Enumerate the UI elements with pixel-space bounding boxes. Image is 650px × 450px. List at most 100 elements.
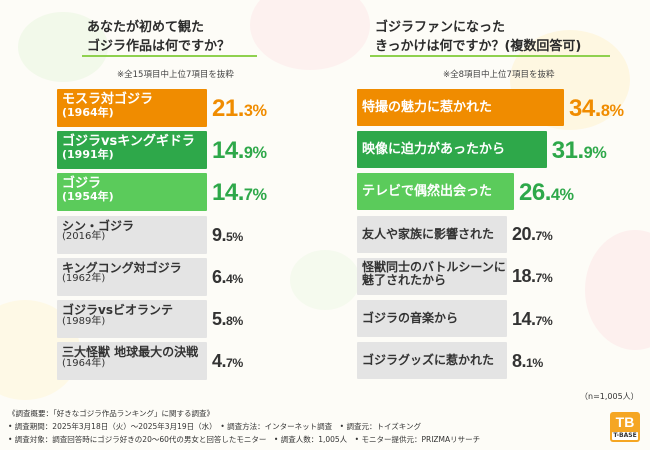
right-bar-label-line: ゴジラの音楽から <box>362 311 459 325</box>
left-bar-7 <box>57 342 207 381</box>
right-panel: ゴジラファンになった きっかけは何ですか？(複数回答可) ※全8項目中上位7項目… <box>370 20 639 401</box>
left-value-4: 9.5% <box>212 225 243 246</box>
value-integer-part: 34. <box>569 94 601 122</box>
left-value-6: 5.8% <box>212 309 243 330</box>
value-decimal-part: 7% <box>535 271 553 286</box>
left-note: ※全15項目中上位7項目を抜粋 <box>117 70 234 80</box>
left-title-underline <box>82 55 257 57</box>
footer-line1: 《調査概要：「好きなゴジラ作品ランキング」に関する調査》 <box>8 409 215 418</box>
right-title-underline <box>370 55 610 57</box>
left-bar-label-line: ゴジラ <box>62 176 102 192</box>
value-integer-part: 14. <box>512 308 536 329</box>
left-bar-label-line: (1964年) <box>62 357 106 369</box>
right-bar-label-7: ゴジラグッズに惹かれた <box>362 354 494 367</box>
left-bar-label-line: (1962年) <box>62 273 106 285</box>
left-bar-2 <box>57 131 207 170</box>
footer-line3: • 調査対象：調査回答時にゴジラ好きの20～60代の男女と回答したモニター • … <box>8 435 481 444</box>
value-integer-part: 5. <box>212 309 227 329</box>
left-bar-label-2: ゴジラvsキングギドラ (1991年) <box>62 135 195 160</box>
right-bar-2 <box>357 131 547 169</box>
bg-blob-green <box>18 12 108 82</box>
right-title-line1: ゴジラファンになった <box>375 20 506 35</box>
left-bar-4 <box>57 215 207 254</box>
right-bar-label-6: ゴジラの音楽から <box>362 312 458 325</box>
left-title-line2: ゴジラ作品は何ですか？ <box>87 39 231 54</box>
left-bar-3 <box>57 173 207 212</box>
value-decimal-part: 3% <box>243 102 267 120</box>
right-bar-label-4: 友人や家族に影響された <box>362 226 495 241</box>
value-decimal-part: 4% <box>226 271 243 286</box>
left-value-3: 14.7% <box>212 179 267 207</box>
value-decimal-part: 8% <box>600 101 624 120</box>
value-decimal-part: 7% <box>535 313 553 328</box>
logo-text: T-BASE <box>612 432 638 440</box>
right-bar-label-line: 友人や家族に影響された <box>362 226 495 241</box>
right-value-1: 34.8% <box>569 94 624 123</box>
value-integer-part: 6. <box>212 266 227 287</box>
left-bar-1 <box>57 89 207 127</box>
left-bar-5 <box>57 257 207 296</box>
value-integer-part: 18. <box>512 266 536 287</box>
left-value-5: 6.4% <box>212 267 243 288</box>
left-bar-label-line: シン・ゴジラ <box>62 218 135 233</box>
value-integer-part: 14. <box>212 137 244 165</box>
left-bar-label-line: (1989年) <box>62 315 106 327</box>
right-bar-label-2: 映像に迫力があったから <box>362 143 505 157</box>
left-panel: あなたが初めて観た ゴジラ作品は何ですか？ ※全15項目中上位7項目を抜粋 <box>0 0 325 400</box>
left-bar-label-line: ゴジラvsキングギドラ <box>62 134 195 150</box>
value-integer-part: 14. <box>212 179 244 207</box>
left-bar-label-line: ゴジラvsビオランテ <box>62 303 173 317</box>
value-decimal-part: 5% <box>226 229 243 244</box>
right-note: ※全8項目中上位7項目を抜粋 <box>443 70 555 80</box>
right-bar-label-5: 怪獣同士のバトルシーンに 魅了されたから <box>362 261 506 286</box>
right-bar-5 <box>357 257 507 295</box>
right-bar-label-line: 魅了されたから <box>362 272 447 287</box>
right-value-4: 20.7% <box>512 224 553 245</box>
value-integer-part: 31. <box>551 136 584 164</box>
right-title-line2: きっかけは何ですか？(複数回答可) <box>375 39 582 54</box>
left-value-2: 14.9% <box>212 137 267 165</box>
right-bar-7 <box>357 342 507 380</box>
value-integer-part: 26. <box>519 178 551 206</box>
left-bar-label-line: (2016年) <box>62 231 106 243</box>
right-bar-label-3: テレビで偶然出会った <box>362 185 492 199</box>
value-decimal-part: 8% <box>226 314 243 328</box>
logo-mark: TB <box>615 414 635 430</box>
right-bar-4 <box>357 215 507 253</box>
value-integer-part: 20. <box>512 224 536 245</box>
right-value-3: 26.4% <box>519 178 574 207</box>
right-bar-label-1: 特撮の魅力に惹かれた <box>362 101 492 115</box>
left-value-1: 21.3% <box>212 95 267 123</box>
value-decimal-part: 7% <box>243 186 267 205</box>
right-bar-3 <box>357 173 515 211</box>
left-value-7: 4.7% <box>212 351 243 372</box>
left-bar-label-1: モスラ対ゴジラ (1964年) <box>62 93 153 118</box>
left-bar-label-line: キングコング対ゴジラ <box>62 260 182 275</box>
value-decimal-part: 4% <box>550 185 574 204</box>
value-integer-part: 9. <box>212 224 227 245</box>
value-integer-part: 8. <box>512 350 527 371</box>
left-bar-label-line: (1991年) <box>62 147 114 161</box>
left-bar-label-5: キングコング対ゴジラ (1962年) <box>62 262 182 285</box>
left-bar-label-4: シン・ゴジラ (2016年) <box>62 218 135 243</box>
value-decimal-part: 9% <box>243 144 267 163</box>
left-bar-6 <box>57 300 207 338</box>
right-bar-1 <box>357 89 564 126</box>
right-value-5: 18.7% <box>512 266 553 287</box>
left-bar-label-3: ゴジラ (1954年) <box>62 177 114 202</box>
right-bar-label-line: 映像に迫力があったから <box>362 142 506 158</box>
right-value-6: 14.7% <box>512 308 553 330</box>
right-value-7: 8.1% <box>512 351 543 372</box>
value-decimal-part: 1% <box>526 355 543 370</box>
left-bar-label-line: 三大怪獣 地球最大の決戦 <box>62 345 199 360</box>
left-bar-label-line: (1964年) <box>62 105 114 119</box>
value-integer-part: 4. <box>212 351 227 372</box>
sample-size-label: （n=1,005人） <box>580 392 639 401</box>
left-bar-label-6: ゴジラvsビオランテ (1989年) <box>62 304 173 327</box>
value-decimal-part: 7% <box>535 229 553 244</box>
bg-blob-green-mid <box>290 250 360 310</box>
left-bar-label-7: 三大怪獣 地球最大の決戦 (1964年) <box>62 346 198 369</box>
value-integer-part: 21. <box>212 95 244 122</box>
left-bar-label-line: モスラ対ゴジラ <box>62 92 154 107</box>
